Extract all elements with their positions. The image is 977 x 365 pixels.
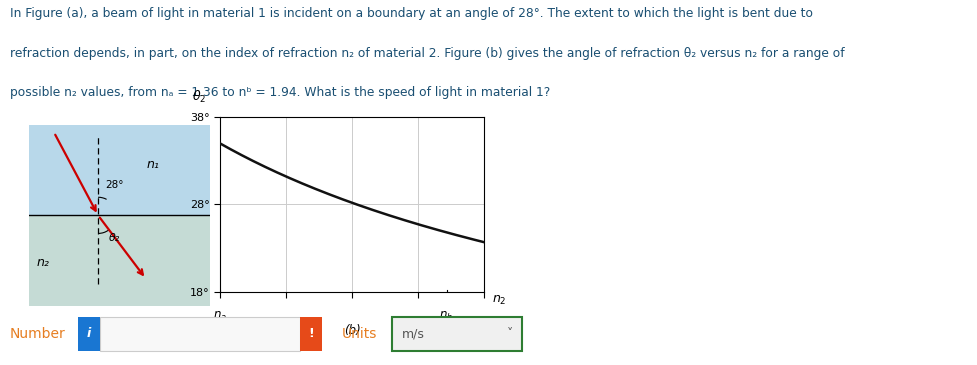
- Text: 28°: 28°: [106, 180, 124, 190]
- Text: n₂: n₂: [36, 256, 50, 269]
- Text: $n_a$: $n_a$: [213, 310, 227, 323]
- Bar: [300, 317, 321, 350]
- Bar: [100, 317, 300, 350]
- Text: (a): (a): [111, 319, 128, 331]
- Bar: [78, 317, 100, 350]
- Text: possible n₂ values, from nₐ = 1.36 to nᵇ = 1.94. What is the speed of light in m: possible n₂ values, from nₐ = 1.36 to nᵇ…: [10, 86, 549, 99]
- Text: ˅: ˅: [506, 327, 513, 341]
- Text: refraction depends, in part, on the index of refraction n₂ of material 2. Figure: refraction depends, in part, on the inde…: [10, 47, 843, 60]
- Text: m/s: m/s: [402, 327, 424, 341]
- Bar: [29, 125, 210, 215]
- Text: $n_b$: $n_b$: [439, 310, 453, 323]
- Text: n₁: n₁: [147, 158, 159, 171]
- Text: i: i: [87, 327, 91, 341]
- Text: Number: Number: [10, 327, 65, 341]
- Text: Units: Units: [342, 327, 377, 341]
- Text: $\theta_2$: $\theta_2$: [191, 88, 206, 104]
- Bar: [29, 215, 210, 306]
- Text: !: !: [308, 327, 314, 341]
- Text: $n_2$: $n_2$: [491, 294, 506, 307]
- Bar: [392, 317, 522, 351]
- Text: In Figure (a), a beam of light in material 1 is incident on a boundary at an ang: In Figure (a), a beam of light in materi…: [10, 7, 812, 20]
- Text: (b): (b): [343, 323, 361, 337]
- Text: θ₂: θ₂: [108, 233, 120, 243]
